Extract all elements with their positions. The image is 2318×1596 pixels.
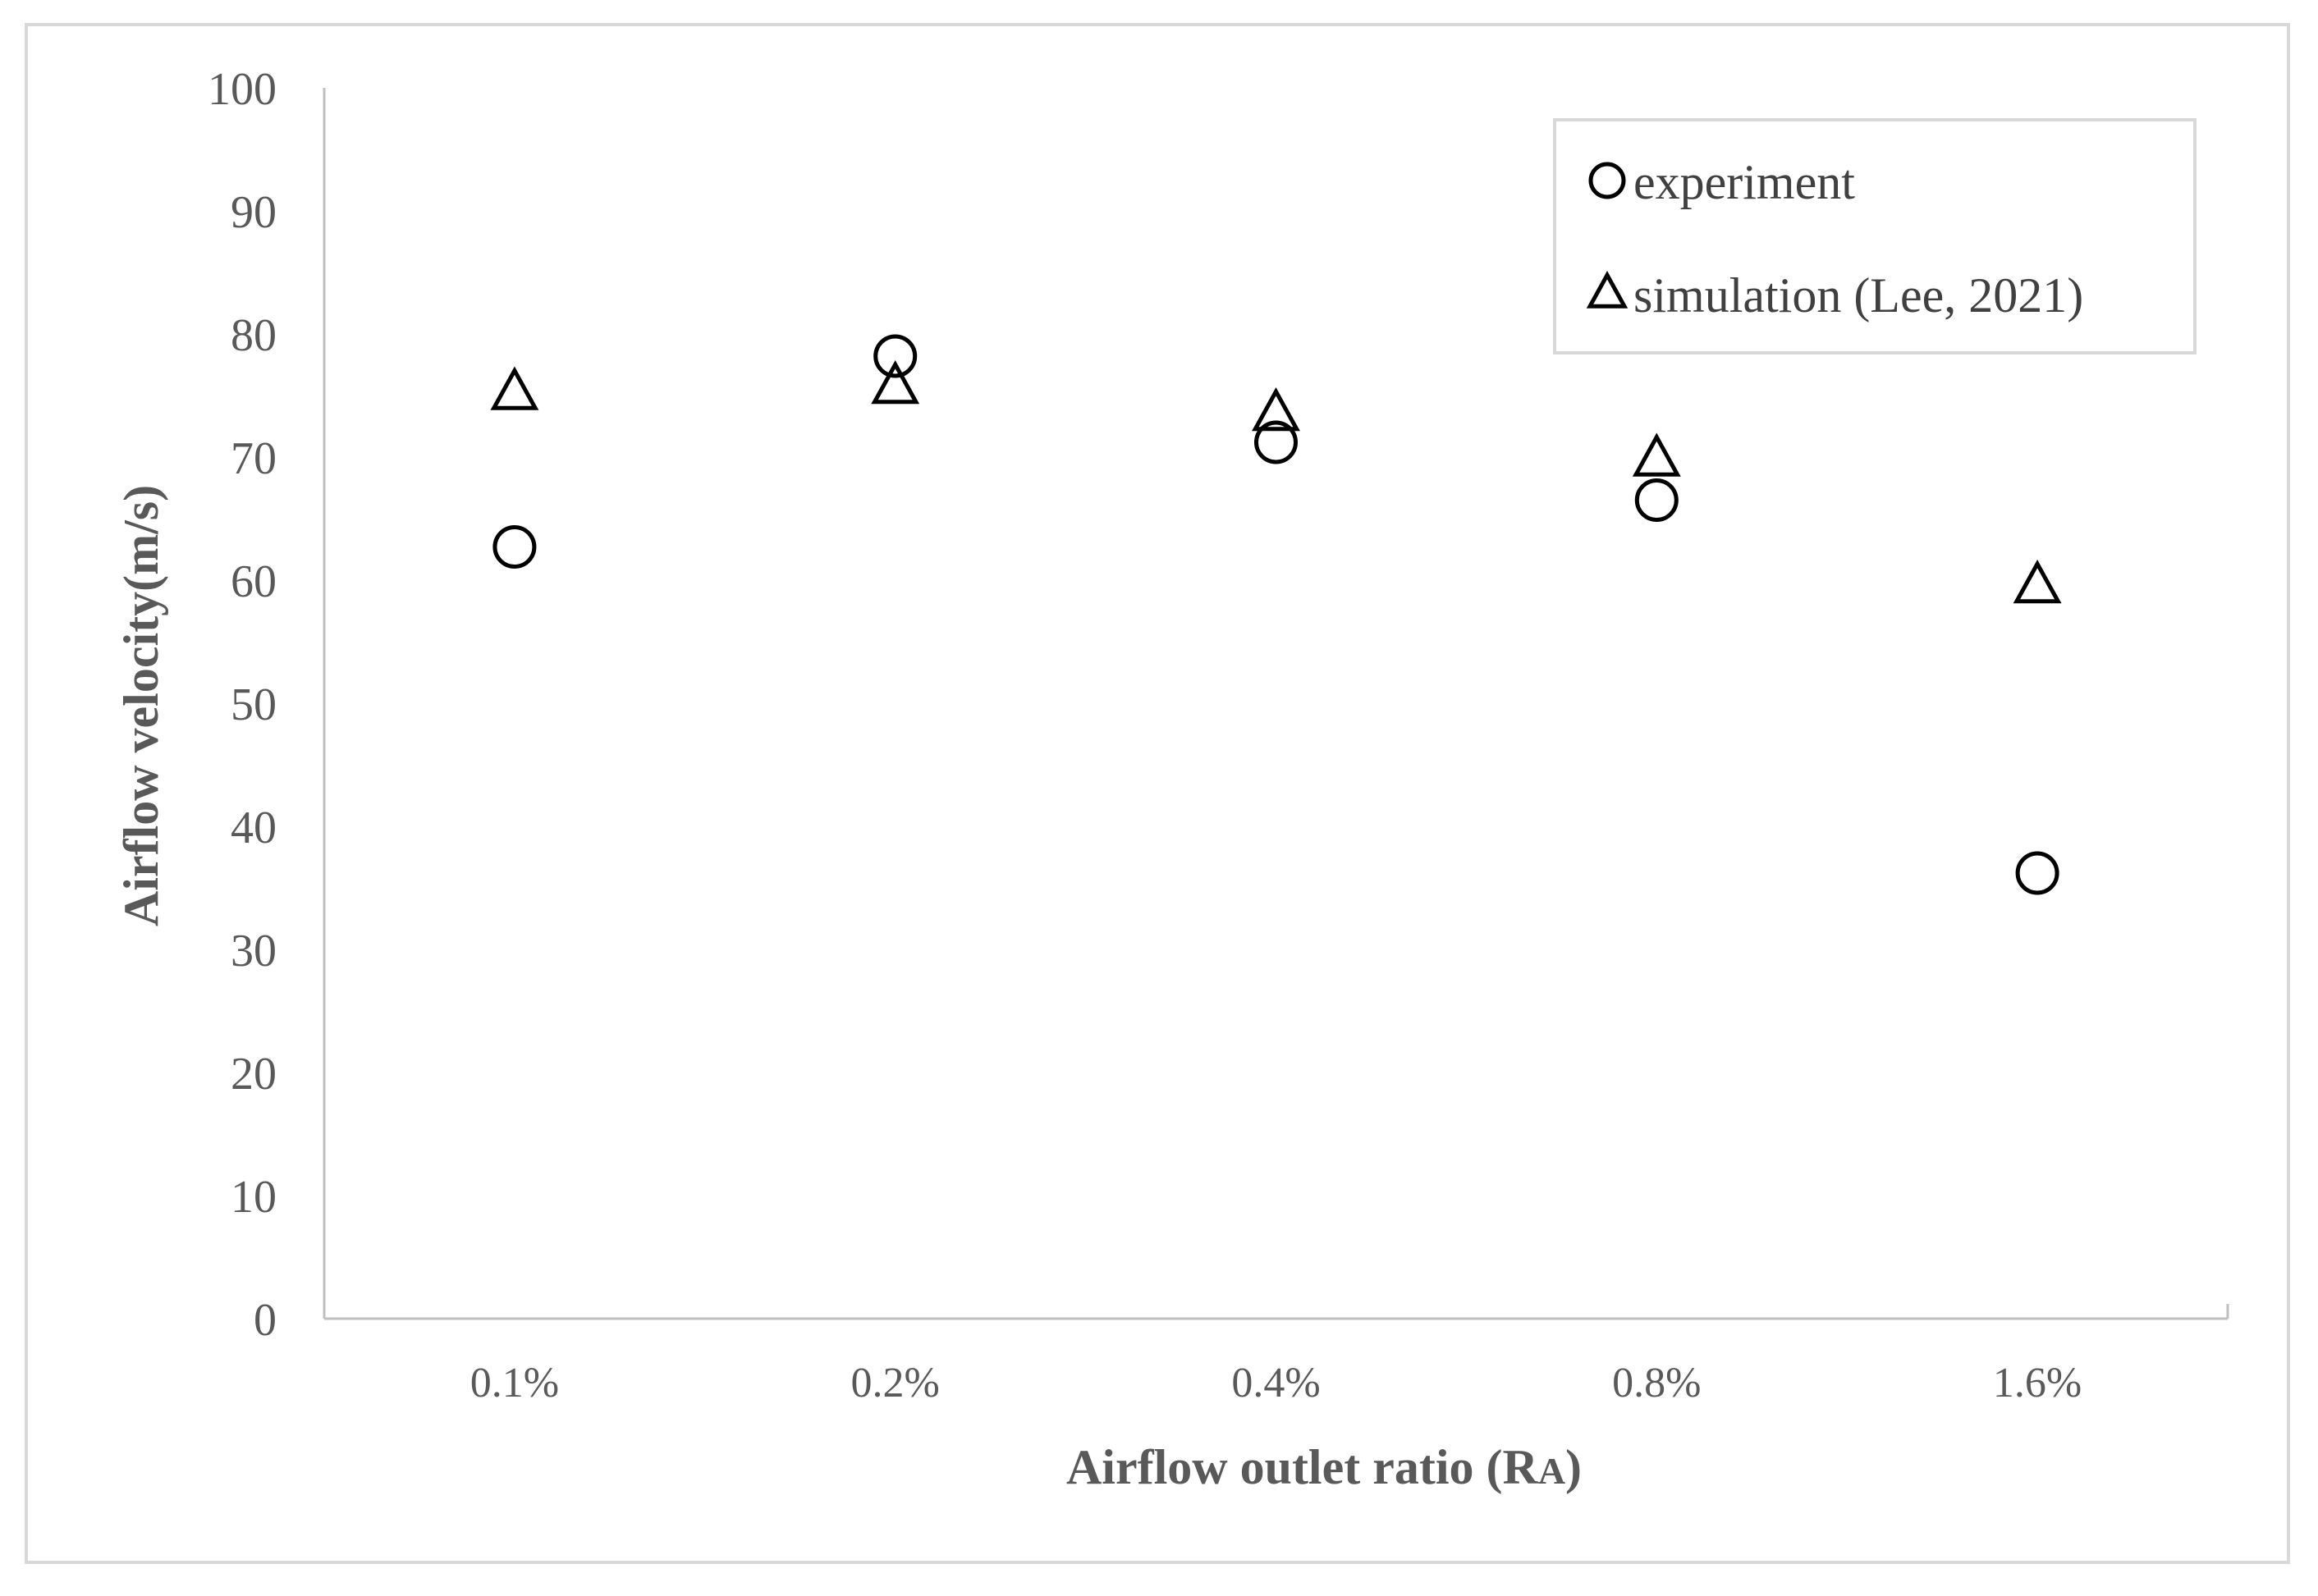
y-tick-label: 100	[208, 64, 277, 115]
series-triangle	[490, 359, 2062, 604]
y-tick-label: 10	[231, 1172, 277, 1223]
data-markers	[490, 334, 2062, 895]
series-circle	[492, 334, 2059, 895]
data-point-circle	[873, 334, 918, 378]
y-tick-label: 20	[231, 1049, 277, 1100]
y-tick-label: 0	[254, 1295, 277, 1346]
x-axis-title-suffix: )	[1565, 1440, 1582, 1494]
x-tick-label: 0.8%	[1612, 1360, 1701, 1406]
legend-marker-triangle	[1586, 271, 1629, 309]
data-point-circle	[1254, 420, 1298, 464]
y-tick-label: 90	[231, 187, 277, 238]
y-axis-ticks: 0 10 20 30 40 50 60 70 80 90 100	[208, 64, 277, 1346]
x-tick-label: 0.4%	[1231, 1360, 1320, 1406]
data-point-circle	[492, 525, 537, 569]
data-point-triangle	[1252, 386, 1300, 432]
data-point-circle	[1634, 478, 1679, 522]
legend-item: simulation (Lee, 2021)	[1586, 268, 2083, 322]
x-tick-label: 0.2%	[851, 1360, 940, 1406]
y-tick-label: 40	[231, 803, 277, 853]
data-point-triangle	[1632, 432, 1681, 477]
y-tick-label: 70	[231, 433, 277, 484]
y-tick-label: 80	[231, 310, 277, 361]
legend-label: simulation (Lee, 2021)	[1633, 268, 2083, 322]
plot-area	[323, 88, 2229, 1320]
legend-label: experiment	[1633, 155, 1855, 209]
x-tick-label: 1.6%	[1993, 1360, 2082, 1406]
legend-item: experiment	[1588, 155, 1855, 209]
x-axis-title: Airflow outlet ratio (RA)	[1066, 1440, 1582, 1494]
data-point-circle	[2015, 851, 2059, 895]
y-axis-title: Airflow velocity(m/s)	[114, 485, 168, 926]
legend-marker-circle	[1588, 162, 1626, 199]
legend-box	[1553, 118, 2197, 354]
x-axis-title-subscript: A	[1538, 1450, 1565, 1492]
data-point-triangle	[871, 359, 920, 405]
x-axis-ticks: 0.1% 0.2% 0.4% 0.8% 1.6%	[470, 1360, 2082, 1406]
x-tick-label: 0.1%	[470, 1360, 559, 1406]
y-tick-label: 60	[231, 556, 277, 607]
x-axis-title-main: Airflow outlet ratio (R	[1066, 1440, 1539, 1494]
data-point-triangle	[2013, 559, 2062, 604]
y-tick-label: 50	[231, 679, 277, 730]
legend: experiment simulation (Lee, 2021)	[1553, 118, 2197, 354]
data-point-triangle	[490, 366, 539, 410]
y-tick-label: 30	[231, 926, 277, 976]
